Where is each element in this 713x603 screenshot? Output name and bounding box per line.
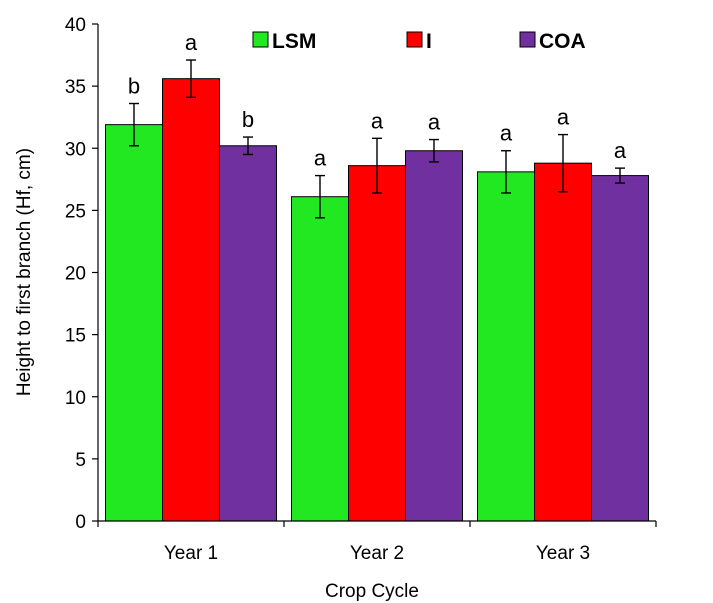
bar-coa-year-2 — [405, 150, 463, 522]
significance-letter: a — [314, 146, 327, 171]
legend-swatch-i — [406, 31, 423, 48]
y-tick-label: 40 — [65, 15, 86, 36]
bar-coa-year-1 — [219, 145, 277, 522]
bar-i-year-1 — [162, 78, 220, 522]
y-tick-label: 5 — [75, 450, 86, 471]
bar-lsm-year-1 — [105, 124, 163, 522]
legend-swatch-coa — [519, 31, 536, 48]
y-tick-label: 35 — [65, 77, 86, 98]
significance-letter: a — [500, 121, 513, 146]
legend-label-i: I — [426, 30, 432, 53]
axes: 0 5 10 15 20 25 30 35 40 Year 1 Year 2 Year 3 — [65, 15, 657, 564]
y-axis-title: Height to first branch (Hf, cm) — [14, 148, 35, 396]
significance-letter: a — [185, 30, 198, 55]
significance-letter: b — [128, 74, 140, 99]
legend-label-lsm: LSM — [272, 30, 316, 53]
bar-lsm-year-3 — [477, 171, 535, 522]
legend-label-coa: COA — [539, 30, 586, 53]
legend-swatch-lsm — [252, 31, 269, 48]
bar-i-year-2 — [348, 165, 406, 522]
error-bars — [129, 59, 625, 219]
significance-letter: a — [557, 105, 570, 130]
significance-letter: b — [242, 107, 254, 132]
y-tick-label: 10 — [65, 388, 86, 409]
y-tick-label: 0 — [75, 512, 86, 533]
y-tick-label: 15 — [65, 326, 86, 347]
significance-letter: a — [428, 110, 441, 135]
x-axis-title: Crop Cycle — [325, 581, 419, 602]
x-tick-label: Year 3 — [536, 543, 590, 564]
y-tick-label: 20 — [65, 264, 86, 285]
bar-coa-year-3 — [591, 175, 649, 522]
bars — [105, 78, 649, 522]
significance-letter: a — [614, 138, 627, 163]
significance-letter: a — [371, 108, 384, 133]
legend: LSM I COA — [252, 30, 586, 53]
bar-lsm-year-2 — [291, 196, 349, 522]
y-tick-label: 30 — [65, 139, 86, 160]
y-tick-label: 25 — [65, 201, 86, 222]
significance-letters: b a b a a a a a a — [128, 30, 627, 171]
x-tick-label: Year 1 — [164, 543, 218, 564]
bar-i-year-3 — [534, 162, 592, 522]
x-tick-label: Year 2 — [350, 543, 404, 564]
